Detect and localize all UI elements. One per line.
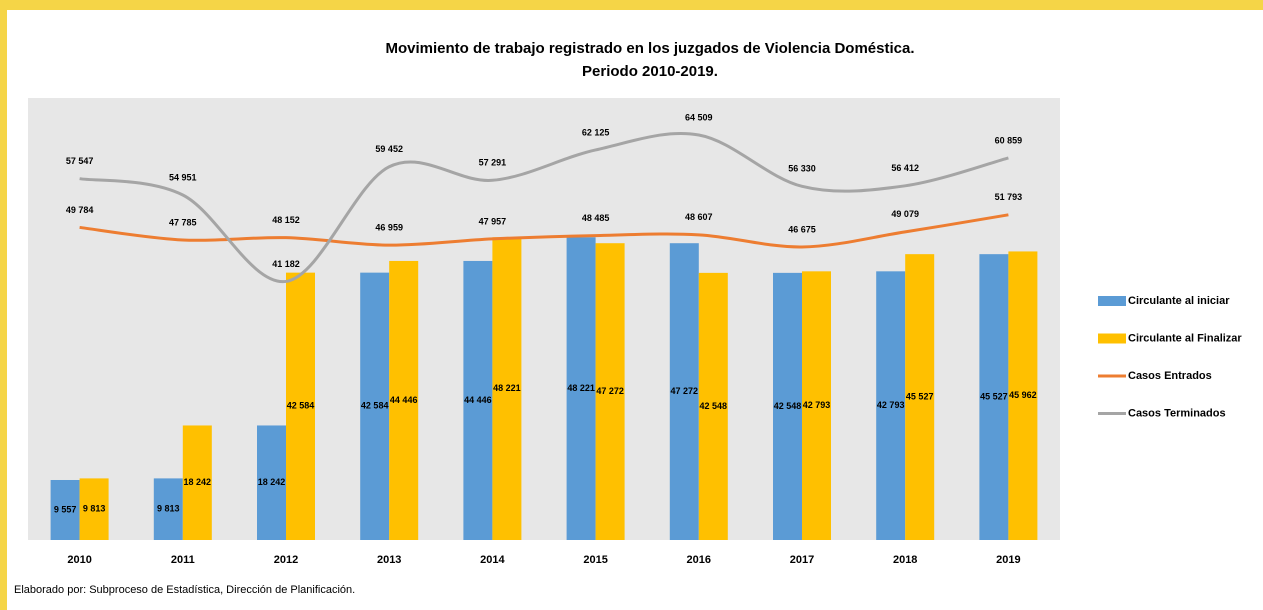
line-value-label: 56 330 (788, 164, 816, 174)
bar (876, 271, 906, 540)
line-value-label: 64 509 (685, 112, 713, 122)
line-value-label: 46 675 (788, 224, 816, 234)
bar-value-label: 45 527 (906, 391, 934, 401)
line (79, 131, 1009, 283)
bar-value-label: 47 272 (671, 386, 699, 396)
legend-swatch (1098, 333, 1126, 344)
bar-value-label: 48 221 (567, 383, 595, 393)
line-value-label: 54 951 (169, 172, 197, 182)
bar (669, 243, 699, 541)
bar-value-label: 45 527 (980, 391, 1008, 401)
bar-value-label: 18 242 (184, 477, 212, 487)
bar-value-label: 42 793 (877, 400, 905, 410)
line-value-label: 57 547 (66, 156, 94, 166)
x-tick-label: 2013 (377, 554, 401, 566)
line-value-label: 48 485 (582, 213, 610, 223)
x-tick-label: 2011 (171, 554, 195, 566)
x-tick-label: 2018 (893, 554, 917, 566)
bar (50, 479, 80, 540)
bar-value-label: 42 584 (361, 401, 389, 411)
line-value-label: 47 957 (479, 216, 507, 226)
bar (566, 237, 596, 540)
bar-value-label: 45 962 (1009, 390, 1037, 400)
bar-value-label: 44 446 (390, 395, 418, 405)
line-value-label: 57 291 (479, 158, 507, 168)
chart-subtitle: Periodo 2010-2019. (582, 63, 718, 80)
line-value-label: 48 607 (685, 212, 713, 222)
bar (257, 425, 286, 540)
bar (595, 243, 625, 541)
line-value-label: 46 959 (375, 223, 403, 233)
bar (182, 425, 212, 540)
legend-label: Casos Terminados (1128, 407, 1226, 419)
x-tick-label: 2017 (790, 554, 814, 566)
x-tick-label: 2019 (996, 554, 1020, 566)
bar-value-label: 42 548 (774, 401, 802, 411)
line (79, 213, 1009, 249)
bar (492, 237, 522, 540)
bar (1008, 251, 1038, 540)
bar (905, 254, 935, 540)
bar (79, 478, 109, 540)
bar (286, 272, 315, 540)
bar (698, 272, 728, 540)
x-tick-label: 2012 (274, 554, 298, 566)
line-value-label: 49 784 (66, 205, 94, 215)
line-value-label: 60 859 (995, 135, 1023, 145)
bar-value-label: 47 272 (596, 386, 624, 396)
line-value-label: 59 452 (375, 144, 403, 154)
x-tick-label: 2016 (687, 554, 711, 566)
x-tick-label: 2014 (480, 554, 505, 566)
bar-value-label: 42 548 (700, 401, 728, 411)
bar-value-label: 42 584 (287, 401, 315, 411)
bar-value-label: 9 813 (157, 504, 180, 514)
bar (773, 272, 802, 540)
footer: Elaborado por: Subproceso de Estadística… (14, 584, 355, 596)
line-value-label: 47 785 (169, 217, 197, 227)
bar-value-label: 18 242 (258, 477, 286, 487)
chart-title: Movimiento de trabajo registrado en los … (385, 40, 914, 57)
bar (802, 271, 831, 540)
bar-value-label: 9 813 (83, 504, 106, 514)
bar (389, 260, 419, 540)
x-tick-label: 2015 (583, 554, 607, 566)
line-value-label: 62 125 (582, 127, 610, 137)
bar-value-label: 48 221 (493, 383, 521, 393)
bar (360, 272, 390, 540)
line-value-label: 49 079 (891, 209, 919, 219)
bar (979, 254, 1009, 540)
legend-label: Casos Entrados (1128, 370, 1212, 382)
x-tick-label: 2010 (67, 554, 91, 566)
bar (463, 260, 493, 540)
line-value-label: 48 152 (272, 215, 300, 225)
line-value-label: 56 412 (891, 163, 919, 173)
legend-swatch (1098, 296, 1126, 306)
legend-label: Circulante al Finalizar (1128, 332, 1242, 344)
legend-label: Circulante al iniciar (1128, 295, 1230, 307)
bar (153, 478, 183, 540)
bar-value-label: 44 446 (464, 395, 492, 405)
line-value-label: 51 793 (995, 192, 1023, 202)
bar-value-label: 42 793 (803, 400, 831, 410)
line-value-label: 41 182 (272, 259, 300, 269)
top-border (0, 0, 1263, 10)
bar-value-label: 9 557 (54, 504, 77, 514)
left-border (0, 0, 7, 610)
